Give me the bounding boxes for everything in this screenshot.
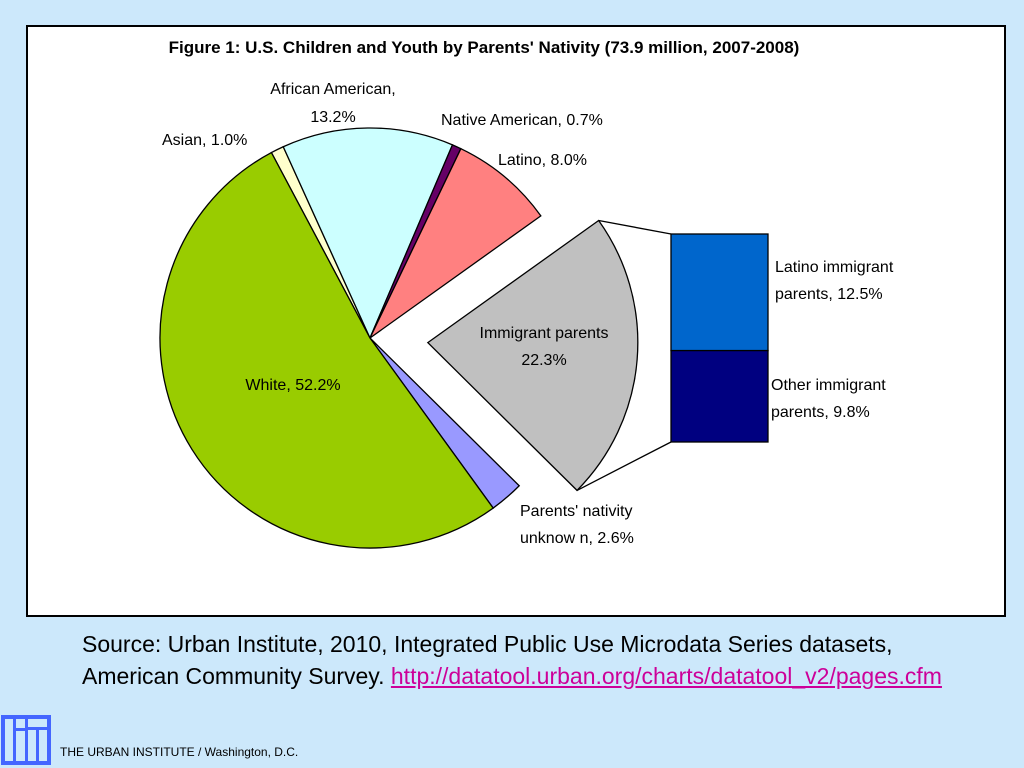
- label-white: White, 52.2%: [245, 377, 340, 394]
- label-latino-immigrant-line1: Latino immigrant: [775, 259, 894, 276]
- chart-panel: Figure 1: U.S. Children and Youth by Par…: [26, 25, 1006, 617]
- source-link[interactable]: http://datatool.urban.org/charts/datatoo…: [390, 663, 942, 689]
- source-text-line1: Source: Urban Institute, 2010, Integrate…: [82, 631, 893, 657]
- source-note: Source: Urban Institute, 2010, Integrate…: [82, 628, 1012, 692]
- connector-line-bottom: [576, 441, 672, 491]
- label-immigrant-line2: 22.3%: [521, 352, 566, 369]
- label-unknown-line2: unknow n, 2.6%: [520, 530, 634, 547]
- connector-line-top: [598, 219, 672, 235]
- label-latino-immigrant-line2: parents, 12.5%: [775, 286, 883, 303]
- breakdown-segment-0: [670, 233, 769, 352]
- urban-institute-logo-icon: [1, 715, 51, 765]
- label-unknown-line1: Parents' nativity: [520, 503, 632, 520]
- pie-slice-6: [159, 151, 495, 549]
- source-text-line2: American Community Survey.: [82, 663, 391, 689]
- breakdown-segment-1: [670, 349, 769, 443]
- label-native-american: Native American, 0.7%: [441, 112, 603, 129]
- pie-slice-3: [369, 147, 542, 339]
- label-african-american-line1: African American,: [270, 81, 395, 98]
- label-immigrant-line1: Immigrant parents: [480, 325, 609, 342]
- chart-title: Figure 1: U.S. Children and Youth by Par…: [169, 38, 800, 57]
- footer-text: THE URBAN INSTITUTE / Washington, D.C.: [60, 745, 299, 759]
- pie-slice-1: [282, 127, 454, 340]
- label-other-immigrant-line1: Other immigrant: [771, 377, 886, 394]
- label-african-american-line2: 13.2%: [310, 109, 355, 126]
- pie-slice-4: [426, 219, 639, 492]
- label-other-immigrant-line2: parents, 9.8%: [771, 404, 870, 421]
- pie-chart: Figure 1: U.S. Children and Youth by Par…: [159, 38, 894, 549]
- label-latino: Latino, 8.0%: [498, 152, 587, 169]
- label-asian: Asian, 1.0%: [162, 132, 247, 149]
